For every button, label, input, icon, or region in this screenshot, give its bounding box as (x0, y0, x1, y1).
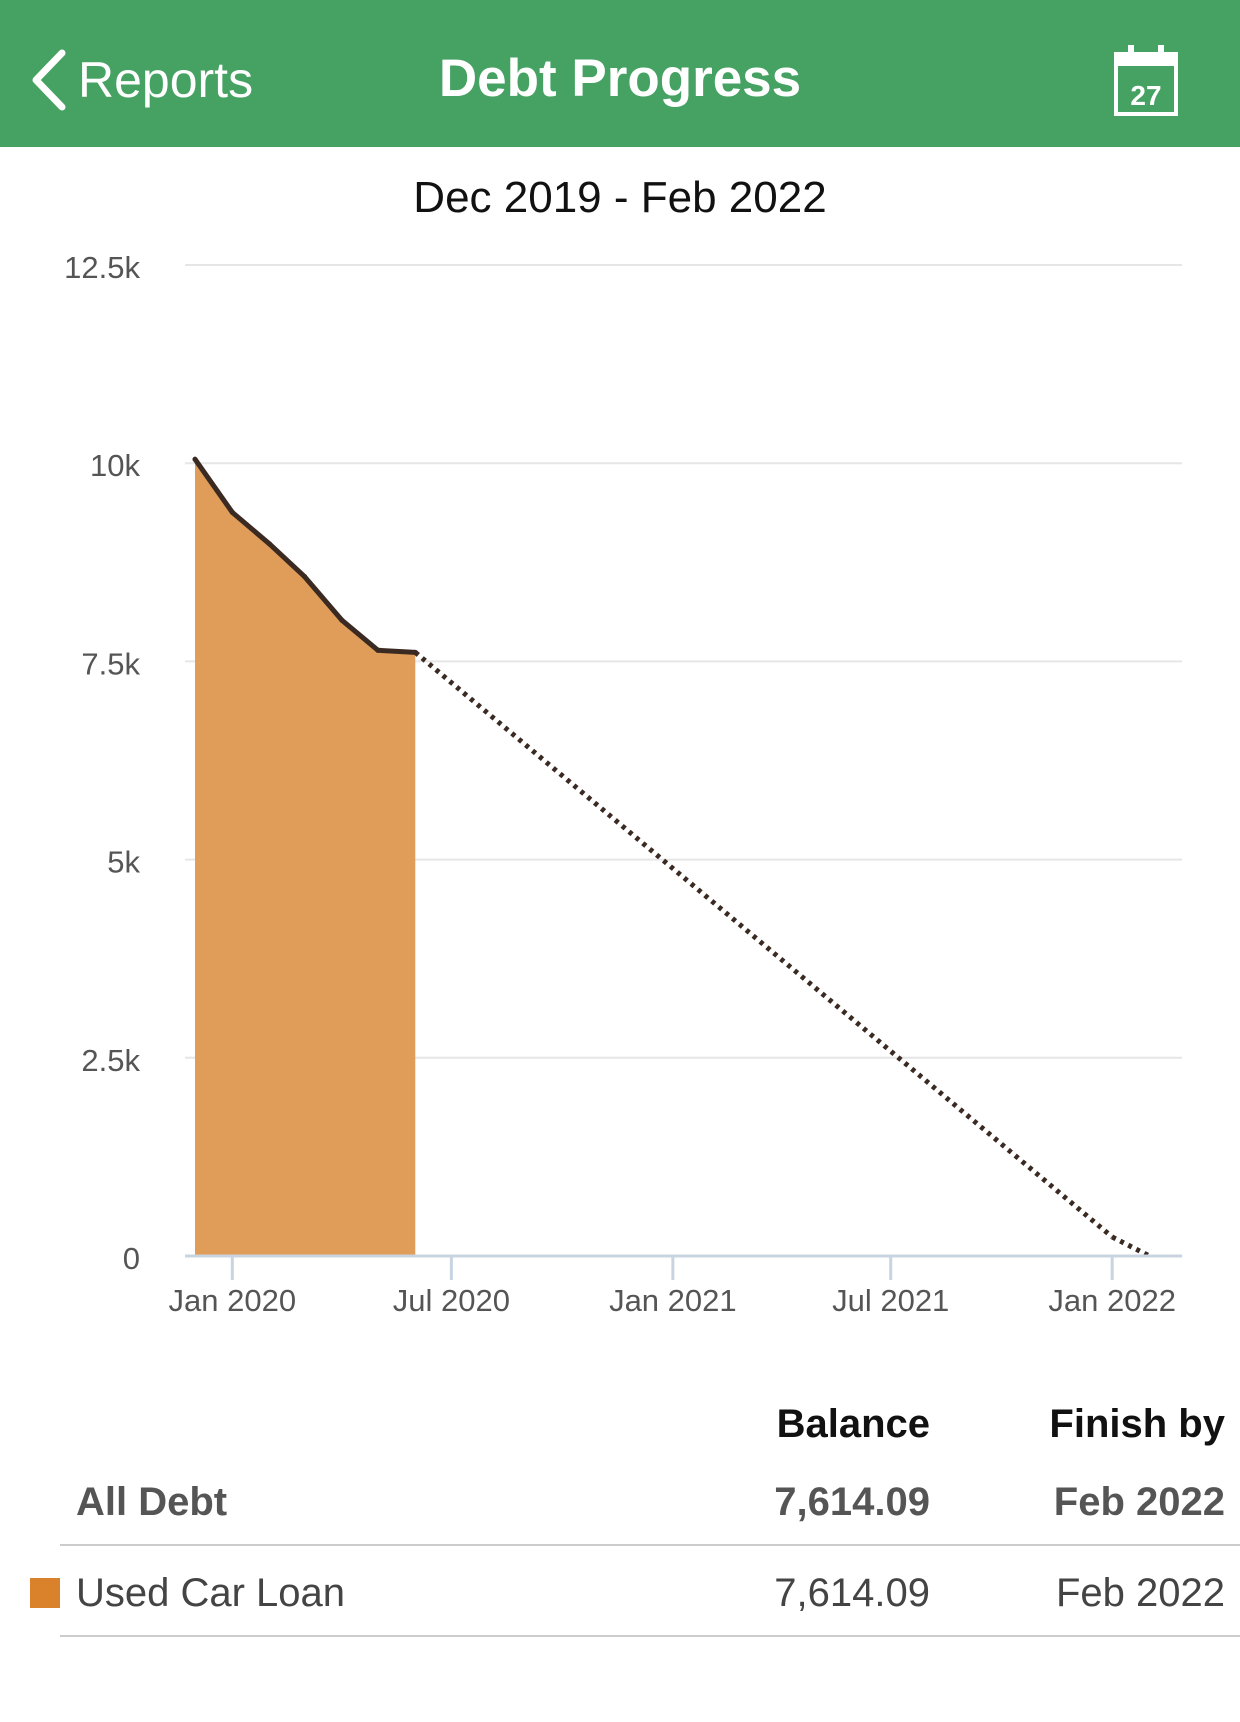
debt-row-name: Used Car Loan (76, 1571, 345, 1615)
line-segment-used-car-loan (192, 456, 235, 515)
calendar-day-number: 27 (1130, 80, 1161, 111)
y-tick-label: 10k (90, 448, 140, 483)
x-tick-label: Jan 2022 (1048, 1283, 1176, 1318)
line-segment-used-car-loan (267, 541, 308, 580)
x-tick-label: Jul 2021 (832, 1283, 949, 1318)
y-tick-label: 5k (107, 845, 140, 880)
plot-area (192, 456, 1151, 1259)
calendar-icon: 27 (1114, 45, 1178, 116)
chart-title: Dec 2019 - Feb 2022 (413, 173, 826, 222)
x-tick-label: Jan 2021 (609, 1283, 737, 1318)
balance-column-header: Balance (777, 1402, 930, 1446)
navigation-bar: Reports Debt Progress 27 (0, 0, 1240, 147)
chevron-left-icon (32, 49, 66, 111)
data-point (375, 647, 381, 653)
projection-line-segment (413, 650, 1114, 1239)
y-tick-label: 7.5k (81, 646, 140, 681)
debt-progress-chart: Dec 2019 - Feb 2022 02.5k5k7.5k10k12.5k … (64, 173, 1182, 1318)
page-title: Debt Progress (438, 49, 802, 108)
y-tick-label: 0 (123, 1241, 140, 1276)
line-segment-used-car-loan (229, 509, 273, 547)
area-fill-used-car-loan (195, 459, 416, 1256)
total-row-name: All Debt (76, 1480, 227, 1524)
calendar-button[interactable]: 27 (1110, 42, 1182, 118)
total-row-balance: 7,614.09 (774, 1480, 930, 1524)
x-tick-label: Jan 2020 (169, 1283, 297, 1318)
finish-by-column-header: Finish by (1049, 1402, 1225, 1446)
debt-row-finish-by: Feb 2022 (1056, 1571, 1225, 1615)
total-row[interactable]: All Debt 7,614.09 Feb 2022 (76, 1480, 1225, 1524)
line-segment-used-car-loan (302, 574, 345, 623)
debt-row-balance: 7,614.09 (774, 1571, 930, 1615)
back-button-label: Reports (78, 52, 254, 108)
data-point (339, 617, 345, 623)
total-row-finish-by: Feb 2022 (1054, 1480, 1225, 1524)
debt-row-used-car-loan[interactable]: Used Car Loan 7,614.09 Feb 2022 (30, 1571, 1225, 1615)
data-point (302, 574, 308, 580)
projection-line-segment (1111, 1234, 1151, 1259)
x-tick-label: Jul 2020 (393, 1283, 510, 1318)
x-axis: Jan 2020 Jul 2020 Jan 2021 Jul 2021 Jan 2022 (169, 1254, 1182, 1318)
data-point (267, 541, 273, 547)
legend-color-swatch (30, 1578, 60, 1608)
data-point (192, 456, 198, 462)
data-point (229, 509, 235, 515)
y-tick-label: 12.5k (64, 250, 140, 285)
line-segment-used-car-loan (339, 617, 381, 653)
y-tick-label: 2.5k (81, 1043, 140, 1078)
back-button[interactable]: Reports (30, 40, 253, 120)
debt-summary-table: Balance Finish by All Debt 7,614.09 Feb … (30, 1402, 1240, 1637)
line-segment-used-car-loan (375, 647, 418, 655)
